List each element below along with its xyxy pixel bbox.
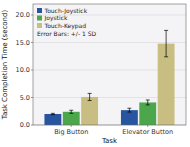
- plot-frame: [33, 4, 186, 125]
- legend-swatch: [37, 8, 42, 13]
- x-tick-label: Big Button: [54, 128, 88, 136]
- error-bar: [69, 110, 73, 113]
- legend-label: Touch-Keypad: [44, 22, 87, 30]
- bars: [44, 30, 174, 125]
- y-tick-label: 20.0: [16, 11, 30, 19]
- y-tick-label: 15.0: [16, 39, 30, 47]
- x-axis-label: Task: [101, 137, 118, 145]
- y-tick-label: 10.0: [16, 66, 30, 74]
- annotation: Error Bars: +/- 1 SD: [37, 30, 97, 37]
- grid-line: [33, 42, 186, 43]
- error-bar: [51, 113, 55, 114]
- plot-background: [33, 4, 186, 125]
- bar: [44, 114, 61, 125]
- legend-swatch: [37, 23, 42, 28]
- error-bar: [164, 30, 168, 56]
- y-tick-label: 0.0: [20, 121, 30, 129]
- bar: [81, 97, 98, 125]
- legend: Touch-JoystickJoystickTouch-Keypad: [37, 7, 88, 30]
- legend-swatch: [37, 16, 42, 21]
- error-bar: [88, 93, 92, 100]
- error-bar: [146, 100, 150, 105]
- error-bar: [127, 108, 131, 112]
- chart: 0.0 5.0 10.0 15.0 20.0 Big Button Elevator But…: [0, 0, 190, 147]
- y-tick-label: 5.0: [20, 94, 30, 102]
- bar: [139, 102, 156, 125]
- bar: [63, 112, 80, 125]
- x-tick-label: Elevator Button: [122, 128, 173, 136]
- y-axis-label: Task Completion Time (second): [1, 10, 9, 121]
